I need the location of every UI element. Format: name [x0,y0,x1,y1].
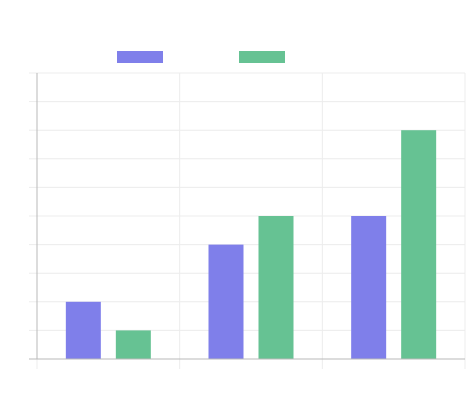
bar-series-1 [208,244,244,359]
grid [37,72,466,359]
bar-series-1 [351,216,387,359]
legend [117,51,285,63]
bars [65,130,437,359]
bar-series-2 [115,330,151,359]
axes [29,72,466,369]
bar-series-1 [65,301,101,359]
bar-series-2 [401,130,437,359]
bar-series-2 [258,216,294,359]
legend-swatch-series-1 [117,51,163,63]
legend-swatch-series-2 [239,51,285,63]
